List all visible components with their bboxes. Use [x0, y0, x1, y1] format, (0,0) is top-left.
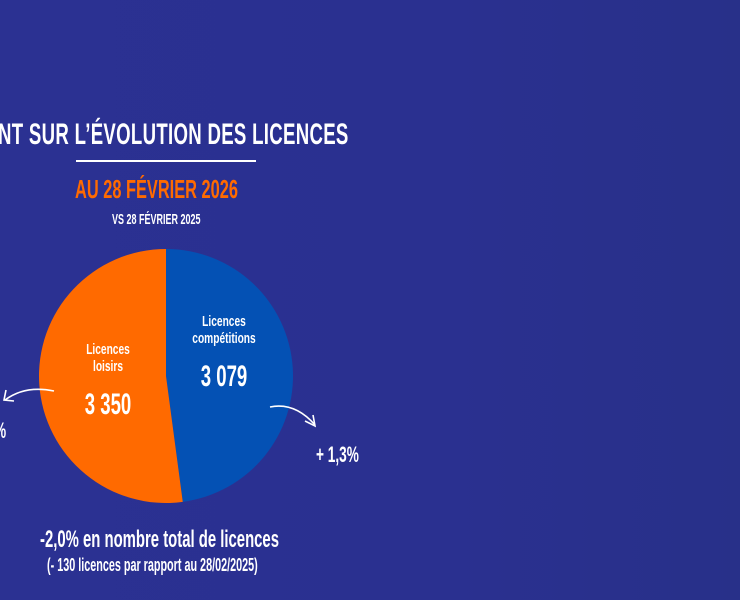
pie-slice-loisirs: [39, 249, 183, 503]
comparison-subheading: VS 28 FÉVRIER 2025: [112, 211, 201, 228]
arrow-right-icon: [269, 405, 316, 426]
pie-slice-competitions: [166, 249, 294, 502]
slice-label: loisirs: [93, 357, 123, 375]
arrow-left-head-icon: [3, 389, 15, 402]
date-heading: AU 28 FÉVRIER 2026: [75, 174, 238, 204]
page-title: NT SUR L’ÉVOLUTION DES LICENCES: [0, 118, 349, 151]
loisirs-change-partial: %: [0, 418, 6, 444]
slice-value-label: 3 079: [201, 360, 248, 394]
total-change-detail: (- 130 licences par rapport au 28/02/202…: [47, 555, 258, 575]
slice-label: compétitions: [192, 329, 255, 347]
arrow-right-head-icon: [304, 414, 317, 428]
competitions-change: + 1,3%: [316, 442, 359, 467]
title-divider: [76, 160, 256, 162]
total-change: -2,0% en nombre total de licences: [40, 526, 279, 553]
arrow-left-icon: [4, 388, 55, 401]
slice-label: Licences: [202, 312, 246, 330]
slice-label: Licences: [86, 340, 130, 358]
slice-value-label: 3 350: [85, 388, 132, 422]
